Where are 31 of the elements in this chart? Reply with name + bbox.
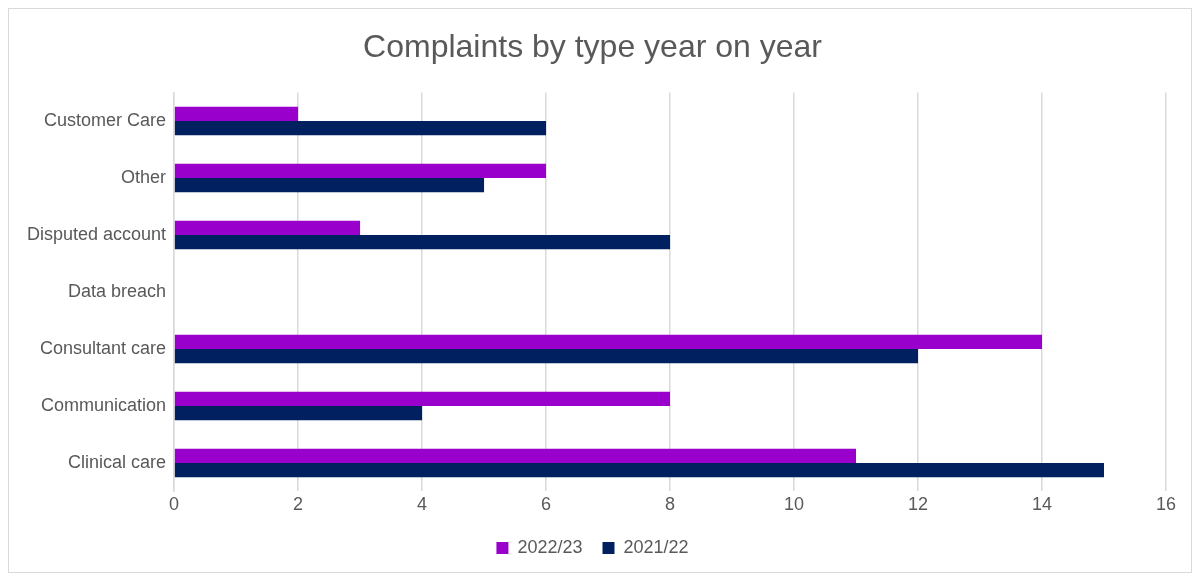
y-tick-label: Consultant care xyxy=(40,337,167,358)
chart-title: Complaints by type year on year xyxy=(363,28,823,65)
bar xyxy=(174,163,547,178)
bar xyxy=(174,106,299,121)
bar xyxy=(174,177,485,193)
x-tick-label: 10 xyxy=(784,494,805,515)
x-tick-label: 16 xyxy=(1155,494,1177,515)
y-tick-label: Communication xyxy=(41,394,167,415)
y-tick-label: Data breach xyxy=(68,280,167,301)
x-tick-label: 4 xyxy=(417,494,428,515)
y-tick-label: Other xyxy=(121,166,167,187)
bar xyxy=(174,448,857,463)
bar xyxy=(174,234,671,250)
bar xyxy=(174,348,919,364)
y-tick-label: Customer Care xyxy=(44,109,167,130)
x-tick-label: 8 xyxy=(665,494,676,515)
y-tick-label: Disputed account xyxy=(26,223,167,244)
bar xyxy=(174,391,671,406)
y-tick-label: Clinical care xyxy=(68,451,167,472)
legend-label: 2021/22 xyxy=(623,536,689,557)
bar xyxy=(174,220,361,235)
bar xyxy=(174,334,1043,349)
x-tick-label: 14 xyxy=(1032,494,1053,515)
bar xyxy=(174,120,547,136)
x-tick-label: 12 xyxy=(908,494,929,515)
x-tick-label: 2 xyxy=(293,494,304,515)
bar xyxy=(174,405,423,421)
x-tick-label: 6 xyxy=(541,494,552,515)
legend-label: 2022/23 xyxy=(517,536,583,557)
x-tick-label: 0 xyxy=(169,494,180,515)
bar xyxy=(174,462,1105,478)
